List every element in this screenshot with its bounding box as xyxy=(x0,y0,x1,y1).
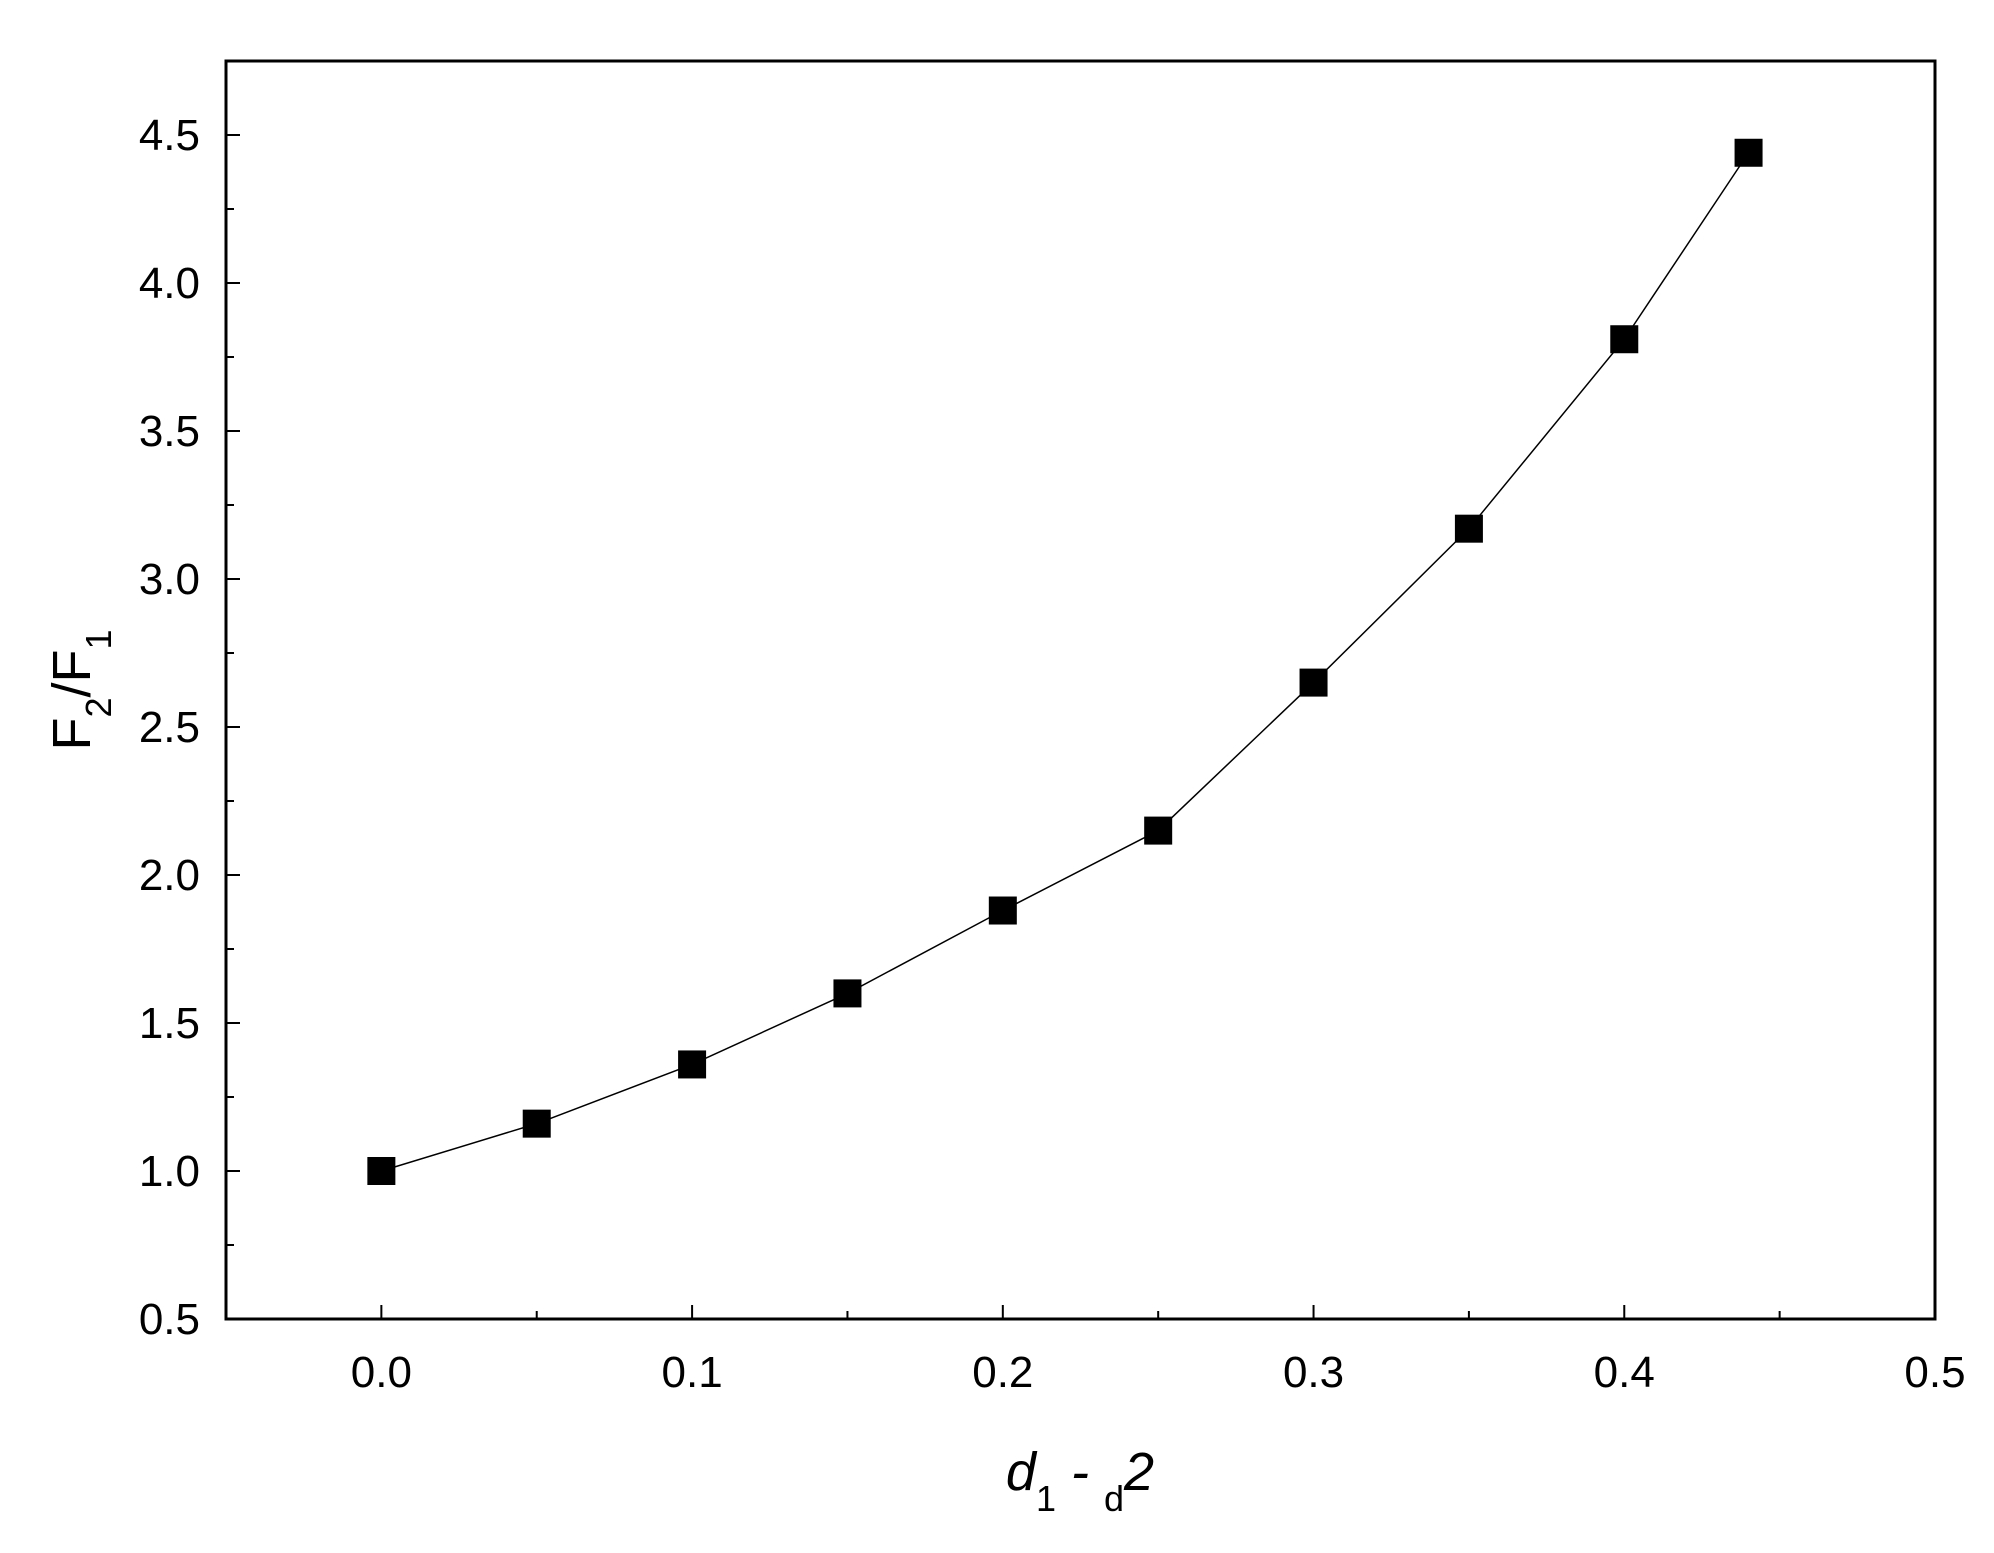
label-part: d xyxy=(1006,1442,1038,1502)
y-tick-label: 0.5 xyxy=(139,1295,200,1344)
y-tick-label: 2.0 xyxy=(139,851,200,900)
data-point xyxy=(1454,514,1483,543)
y-axis-label: F2/F1 xyxy=(42,629,119,750)
subscript: d xyxy=(1104,1478,1124,1519)
subscript: 1 xyxy=(1036,1478,1056,1519)
y-tick-label: 1.5 xyxy=(139,999,200,1048)
x-tick-label: 0.1 xyxy=(662,1348,723,1397)
data-point xyxy=(1144,816,1173,845)
y-tick-label: 4.5 xyxy=(139,111,200,160)
series-line xyxy=(381,152,1750,1172)
x-tick-label: 0.2 xyxy=(972,1348,1033,1397)
x-tick-label: 0.5 xyxy=(1904,1348,1965,1397)
y-tick-label: 2.5 xyxy=(139,703,200,752)
data-point xyxy=(988,896,1017,925)
label-part: - xyxy=(1056,1442,1104,1502)
data-point xyxy=(833,979,862,1008)
plot-frame xyxy=(224,59,1937,1321)
subscript: 2 xyxy=(78,698,119,718)
label-part: /F xyxy=(42,650,102,698)
x-axis-label: d1 - d2 xyxy=(1006,1442,1154,1519)
data-point xyxy=(522,1109,551,1138)
x-tick-label: 0.0 xyxy=(351,1348,412,1397)
data-point xyxy=(1610,325,1639,354)
x-tick-label: 0.3 xyxy=(1283,1348,1344,1397)
y-tick-label: 4.0 xyxy=(139,259,200,308)
label-part: 2 xyxy=(1123,1442,1154,1502)
label-part: F xyxy=(42,718,102,751)
data-point xyxy=(1734,138,1763,167)
data-point xyxy=(367,1157,396,1185)
subscript: 1 xyxy=(78,629,119,649)
x-tick-label: 0.4 xyxy=(1594,1348,1655,1397)
data-point xyxy=(678,1050,707,1079)
data-point xyxy=(1299,668,1328,697)
y-tick-label: 1.0 xyxy=(139,1147,200,1196)
y-tick-label: 3.5 xyxy=(139,407,200,456)
y-tick-label: 3.0 xyxy=(139,555,200,604)
